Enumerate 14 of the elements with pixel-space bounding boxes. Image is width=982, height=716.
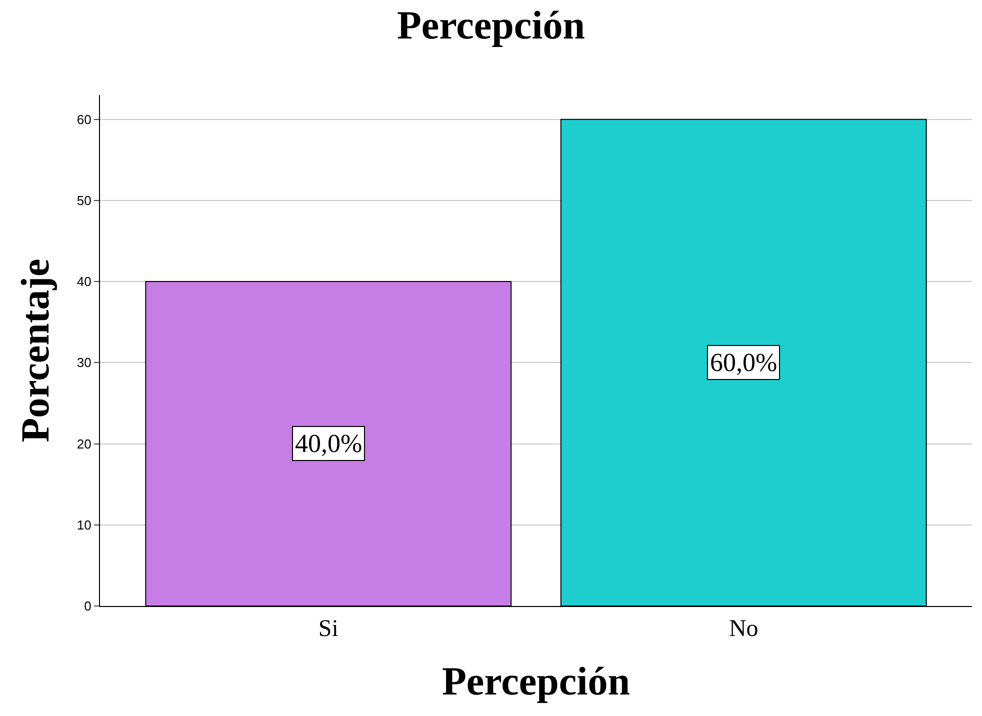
x-tick-label: No bbox=[728, 616, 758, 642]
y-tick-label: 20 bbox=[76, 436, 92, 452]
chart-title: Percepción bbox=[396, 2, 586, 48]
y-tick-label: 0 bbox=[84, 598, 92, 614]
y-tick-label: 30 bbox=[76, 355, 92, 370]
y-tick-label: 50 bbox=[76, 192, 92, 208]
y-tick-label: 60 bbox=[76, 112, 92, 127]
data-label: 40,0% bbox=[295, 429, 362, 458]
y-axis-title: Porcentaje bbox=[12, 258, 58, 442]
y-tick-label: 10 bbox=[76, 517, 92, 532]
x-axis-title: Percepción bbox=[442, 658, 630, 704]
data-label: 60,0% bbox=[710, 348, 778, 377]
x-tick-label: Si bbox=[318, 616, 339, 642]
y-tick-label: 40 bbox=[76, 274, 92, 290]
